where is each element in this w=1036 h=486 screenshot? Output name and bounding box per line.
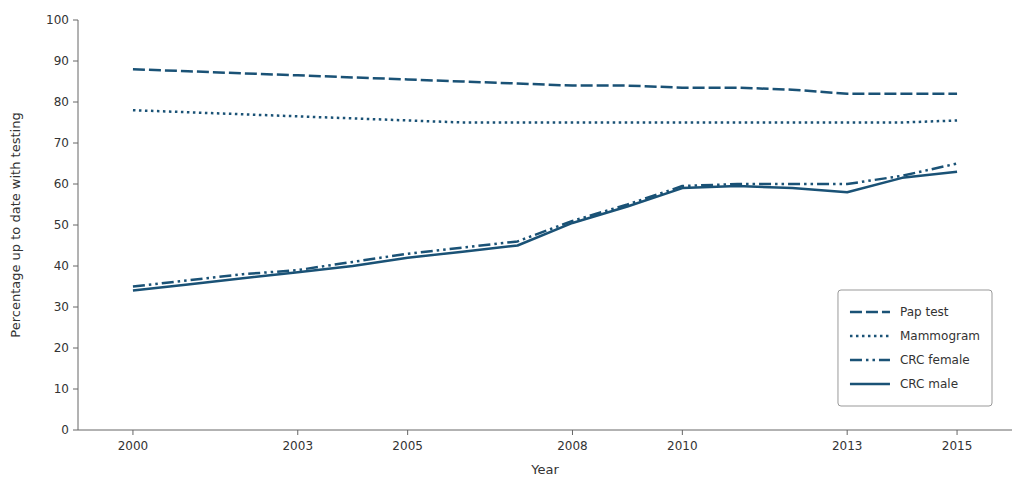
axes: 2000 2003 2005 2008 2010 2013 2015 0 10 20 30 40 50 6… [46, 13, 1012, 453]
series-line [133, 164, 957, 287]
legend-label: Pap test [900, 305, 949, 319]
y-tick-label: 40 [54, 259, 69, 273]
legend-label: Mammogram [900, 329, 980, 343]
legend-swatch [850, 359, 890, 362]
series-line [133, 110, 957, 122]
y-tick-label: 70 [54, 136, 69, 150]
y-tick [73, 266, 78, 267]
y-tick [73, 430, 78, 431]
legend-label: CRC female [900, 353, 970, 367]
x-tick-label: 2000 [118, 439, 149, 453]
x-tick-label: 2003 [282, 439, 313, 453]
series-line [133, 172, 957, 291]
legend: Pap test Mammogram CRC female CRC male [838, 290, 992, 406]
y-tick-label: 60 [54, 177, 69, 191]
y-tick-label: 10 [54, 382, 69, 396]
y-axis-label: Percentage up to date with testing [8, 112, 23, 337]
series-line [133, 69, 957, 94]
y-tick-label: 20 [54, 341, 69, 355]
y-tick [73, 61, 78, 62]
x-tick [957, 430, 958, 435]
legend-item: CRC male [850, 377, 958, 391]
x-tick [572, 430, 573, 435]
y-tick-label: 50 [54, 218, 69, 232]
legend-swatch [850, 311, 890, 314]
y-tick-label: 0 [61, 423, 69, 437]
y-tick-label: 30 [54, 300, 69, 314]
y-tick-label: 90 [54, 54, 69, 68]
y-tick [73, 348, 78, 349]
legend-box [838, 290, 992, 406]
x-tick-label: 2015 [942, 439, 973, 453]
y-tick [73, 225, 78, 226]
x-tick-label: 2005 [392, 439, 423, 453]
x-tick [297, 430, 298, 435]
y-tick [73, 307, 78, 308]
x-tick-label: 2013 [832, 439, 863, 453]
x-tick-label: 2010 [667, 439, 698, 453]
y-tick [73, 184, 78, 185]
legend-swatch [850, 335, 890, 338]
chart: 2000 2003 2005 2008 2010 2013 2015 0 10 20 30 40 50 6… [0, 0, 1036, 486]
legend-item: Pap test [850, 305, 949, 319]
legend-item: Mammogram [850, 329, 980, 343]
x-tick [407, 430, 408, 435]
x-tick [682, 430, 683, 435]
legend-label: CRC male [900, 377, 958, 391]
x-tick-label: 2008 [557, 439, 588, 453]
y-tick [73, 102, 78, 103]
x-tick [132, 430, 133, 435]
y-tick-label: 80 [54, 95, 69, 109]
lines [133, 69, 957, 290]
legend-swatch [850, 383, 890, 386]
y-tick [73, 20, 78, 21]
legend-item: CRC female [850, 353, 970, 367]
x-tick [847, 430, 848, 435]
x-axis-label: Year [530, 462, 559, 477]
x-axis-line [78, 430, 1012, 431]
y-tick-label: 100 [46, 13, 69, 27]
y-tick [73, 143, 78, 144]
y-tick [73, 389, 78, 390]
